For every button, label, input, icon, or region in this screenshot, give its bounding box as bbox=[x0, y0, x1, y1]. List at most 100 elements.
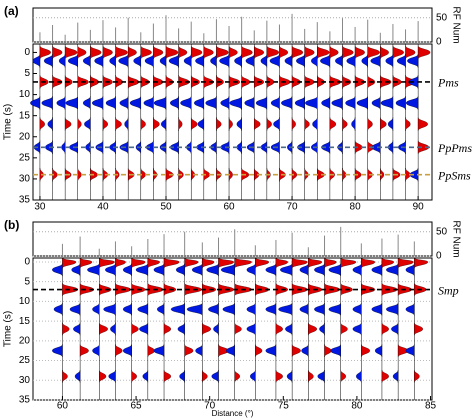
wiggle-lobe bbox=[381, 257, 394, 269]
phase-label: PpPms bbox=[437, 141, 472, 155]
wiggle-lobe bbox=[278, 302, 293, 316]
wiggle-lobe bbox=[195, 344, 203, 358]
wiggle-lobe bbox=[68, 54, 78, 68]
wiggle-lobe bbox=[236, 117, 242, 131]
y-axis-label: Time (s) bbox=[3, 311, 14, 347]
wiggle-lobe bbox=[137, 302, 148, 316]
wiggle-lobe bbox=[275, 257, 288, 269]
wiggle-lobe bbox=[56, 96, 66, 110]
wiggle-lobe bbox=[79, 257, 93, 269]
wiggle-lobe bbox=[397, 257, 414, 269]
x-tick-label: 80 bbox=[351, 401, 363, 412]
wiggle-lobe bbox=[213, 322, 219, 336]
wiggle-lobe bbox=[356, 96, 368, 110]
wiggle-lobe bbox=[371, 263, 383, 277]
wiggle-lobe bbox=[245, 54, 255, 68]
wiggle-lobe bbox=[387, 117, 394, 131]
wiggle-lobe bbox=[269, 54, 280, 68]
x-tick-label: 70 bbox=[287, 202, 299, 213]
wiggle-lobe bbox=[165, 45, 179, 60]
wiggle-lobe bbox=[340, 370, 346, 383]
wiggle-lobe bbox=[118, 54, 129, 68]
wiggle-lobe bbox=[391, 322, 399, 336]
wiggle-lobe bbox=[356, 370, 362, 383]
wiggle-lobe bbox=[291, 117, 296, 131]
wiggle-lobe bbox=[328, 302, 341, 316]
panel-label: (b) bbox=[4, 218, 19, 232]
count-axis-label: RF Num bbox=[450, 6, 461, 43]
wiggle-lobe bbox=[43, 54, 53, 68]
wiggle-lobe bbox=[69, 302, 81, 316]
wiggle-lobe bbox=[183, 54, 192, 68]
wiggle-lobe bbox=[286, 370, 293, 383]
wiggle-lobe bbox=[417, 45, 431, 60]
wiggle-lobe bbox=[311, 54, 318, 68]
wiggle-lobe bbox=[305, 96, 318, 110]
panel-label: (a) bbox=[4, 4, 19, 18]
y-tick-label: 0 bbox=[24, 47, 30, 58]
wiggle-lobe bbox=[110, 322, 116, 336]
wiggle-lobe bbox=[342, 45, 354, 60]
wiggle-lobe bbox=[77, 167, 82, 182]
wiggle-lobe bbox=[328, 263, 341, 277]
y-tick-label: 25 bbox=[19, 355, 31, 366]
wiggle-lobe bbox=[62, 257, 77, 269]
wiggle-lobe bbox=[135, 263, 148, 277]
wiggle-lobe bbox=[255, 344, 263, 358]
wiggle-lobe bbox=[73, 322, 81, 336]
wiggle-lobe bbox=[392, 370, 399, 383]
wiggle-lobe bbox=[47, 117, 53, 131]
wiggle-lobe bbox=[157, 302, 165, 316]
wiggle-lobe bbox=[265, 263, 277, 277]
wiggle-lobe bbox=[163, 369, 171, 383]
wiggle-lobe bbox=[229, 96, 242, 110]
wiggle-lobe bbox=[407, 54, 419, 68]
wiggle-lobe bbox=[367, 45, 380, 60]
wiggle-lobe bbox=[392, 45, 404, 60]
wiggle-lobe bbox=[122, 344, 132, 358]
wiggle-lobe bbox=[206, 263, 219, 277]
wiggle-lobe bbox=[159, 54, 167, 68]
wiggle-lobe bbox=[319, 322, 325, 336]
wiggle-lobe bbox=[250, 370, 256, 383]
wiggle-lobe bbox=[220, 96, 230, 110]
wiggle-lobe bbox=[71, 263, 81, 277]
wiggle-lobe bbox=[83, 54, 91, 68]
wiggle-lobe bbox=[354, 45, 365, 60]
y-tick-label: 25 bbox=[19, 152, 31, 163]
y-tick-label: 30 bbox=[19, 375, 31, 386]
x-tick-label: 85 bbox=[425, 401, 437, 412]
wiggle-lobe bbox=[308, 257, 323, 269]
wiggle-lobe bbox=[380, 45, 389, 60]
wiggle-lobe bbox=[381, 322, 389, 336]
wiggle-lobe bbox=[299, 302, 309, 316]
wiggle-lobe bbox=[191, 263, 203, 277]
x-tick-label: 80 bbox=[350, 202, 362, 213]
wiggle-lobe bbox=[246, 263, 256, 277]
wiggle-lobe bbox=[140, 45, 152, 60]
wiggle-lobe bbox=[234, 370, 240, 383]
wiggle-lobe bbox=[178, 45, 188, 60]
wiggle-lobe bbox=[52, 45, 63, 60]
wiggle-lobe bbox=[131, 370, 137, 383]
wiggle-lobe bbox=[62, 322, 70, 336]
wiggle-lobe bbox=[222, 302, 235, 316]
wiggle-lobe bbox=[194, 96, 204, 110]
wiggle-lobe bbox=[90, 45, 102, 60]
wiggle-lobe bbox=[92, 344, 100, 358]
wiggle-lobe bbox=[219, 54, 230, 68]
x-tick-label: 60 bbox=[223, 202, 235, 213]
wiggle-lobe bbox=[94, 54, 104, 68]
wiggle-lobe bbox=[342, 117, 348, 131]
wiggle-lobe bbox=[108, 369, 116, 383]
x-tick-label: 50 bbox=[160, 202, 172, 213]
wiggle-lobe bbox=[254, 45, 264, 60]
wiggle-lobe bbox=[153, 45, 164, 60]
wiggle-lobe bbox=[83, 96, 91, 110]
wiggle-lobe bbox=[144, 54, 154, 68]
wiggle-lobe bbox=[299, 263, 309, 277]
wiggle-lobe bbox=[246, 322, 256, 336]
x-tick-label: 40 bbox=[97, 202, 109, 213]
wiggle-lobe bbox=[131, 257, 146, 269]
wiggle-lobe bbox=[186, 302, 203, 316]
